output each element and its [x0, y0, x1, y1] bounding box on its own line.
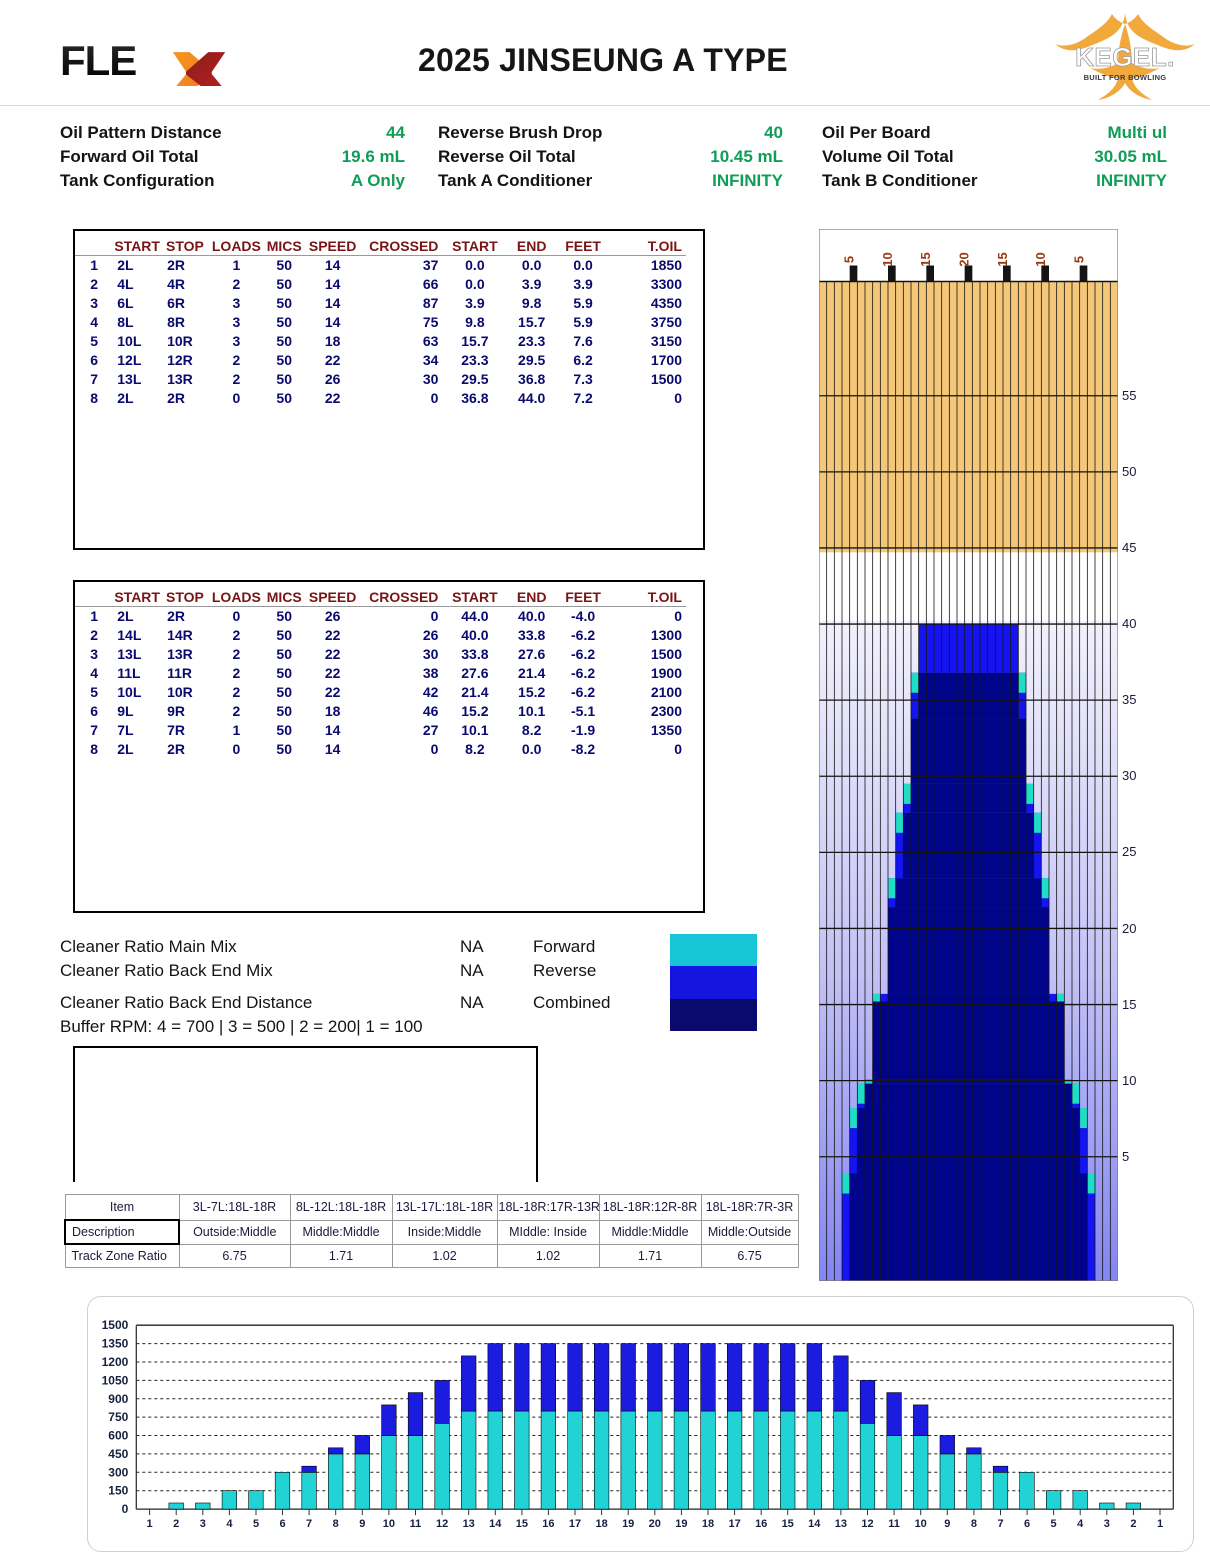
svg-text:10: 10	[880, 252, 895, 266]
svg-text:600: 600	[108, 1429, 128, 1443]
svg-text:KEGEL.: KEGEL.	[1075, 42, 1175, 72]
svg-text:19: 19	[675, 1518, 687, 1530]
svg-text:14: 14	[808, 1518, 821, 1530]
svg-text:12: 12	[436, 1518, 448, 1530]
svg-text:1: 1	[1157, 1518, 1163, 1530]
svg-text:0: 0	[122, 1502, 129, 1516]
svg-text:17: 17	[728, 1518, 740, 1530]
svg-text:15: 15	[995, 252, 1010, 266]
svg-text:300: 300	[108, 1465, 128, 1479]
svg-text:19: 19	[622, 1518, 634, 1530]
svg-text:18: 18	[702, 1518, 714, 1530]
svg-text:BUILT FOR BOWLING: BUILT FOR BOWLING	[1084, 73, 1167, 82]
svg-text:1200: 1200	[102, 1355, 129, 1369]
svg-text:3: 3	[1104, 1518, 1110, 1530]
svg-text:7: 7	[306, 1518, 312, 1530]
svg-text:6: 6	[1024, 1518, 1030, 1530]
svg-text:8: 8	[333, 1518, 339, 1530]
svg-text:16: 16	[542, 1518, 554, 1530]
svg-text:12: 12	[861, 1518, 873, 1530]
svg-text:6: 6	[279, 1518, 285, 1530]
svg-text:5: 5	[253, 1518, 259, 1530]
svg-text:8: 8	[971, 1518, 977, 1530]
svg-text:17: 17	[569, 1518, 581, 1530]
svg-text:5: 5	[1072, 256, 1087, 263]
svg-text:1500: 1500	[102, 1318, 129, 1332]
svg-text:4: 4	[1077, 1518, 1084, 1530]
svg-text:16: 16	[755, 1518, 767, 1530]
svg-text:20: 20	[957, 252, 972, 266]
svg-text:900: 900	[108, 1392, 128, 1406]
svg-text:5: 5	[842, 256, 857, 263]
svg-text:14: 14	[489, 1518, 502, 1530]
svg-text:1350: 1350	[102, 1337, 129, 1351]
svg-text:18: 18	[595, 1518, 607, 1530]
svg-text:750: 750	[108, 1410, 128, 1424]
svg-text:9: 9	[944, 1518, 950, 1530]
svg-text:2: 2	[1130, 1518, 1136, 1530]
svg-text:7: 7	[997, 1518, 1003, 1530]
svg-text:13: 13	[463, 1518, 475, 1530]
svg-text:5: 5	[1051, 1518, 1057, 1530]
svg-text:450: 450	[108, 1447, 128, 1461]
svg-text:150: 150	[108, 1484, 128, 1498]
svg-text:11: 11	[888, 1518, 900, 1530]
svg-text:11: 11	[410, 1518, 422, 1530]
svg-text:1: 1	[147, 1518, 153, 1530]
svg-text:2: 2	[173, 1518, 179, 1530]
svg-text:3: 3	[200, 1518, 206, 1530]
svg-text:15: 15	[918, 252, 933, 266]
svg-text:FLE: FLE	[60, 38, 136, 84]
svg-text:10: 10	[383, 1518, 395, 1530]
svg-text:15: 15	[516, 1518, 528, 1530]
svg-text:9: 9	[359, 1518, 365, 1530]
svg-text:10: 10	[915, 1518, 927, 1530]
svg-text:15: 15	[782, 1518, 794, 1530]
svg-text:4: 4	[226, 1518, 233, 1530]
svg-text:13: 13	[835, 1518, 847, 1530]
svg-text:20: 20	[649, 1518, 661, 1530]
svg-text:10: 10	[1033, 252, 1048, 266]
svg-text:1050: 1050	[102, 1373, 129, 1387]
